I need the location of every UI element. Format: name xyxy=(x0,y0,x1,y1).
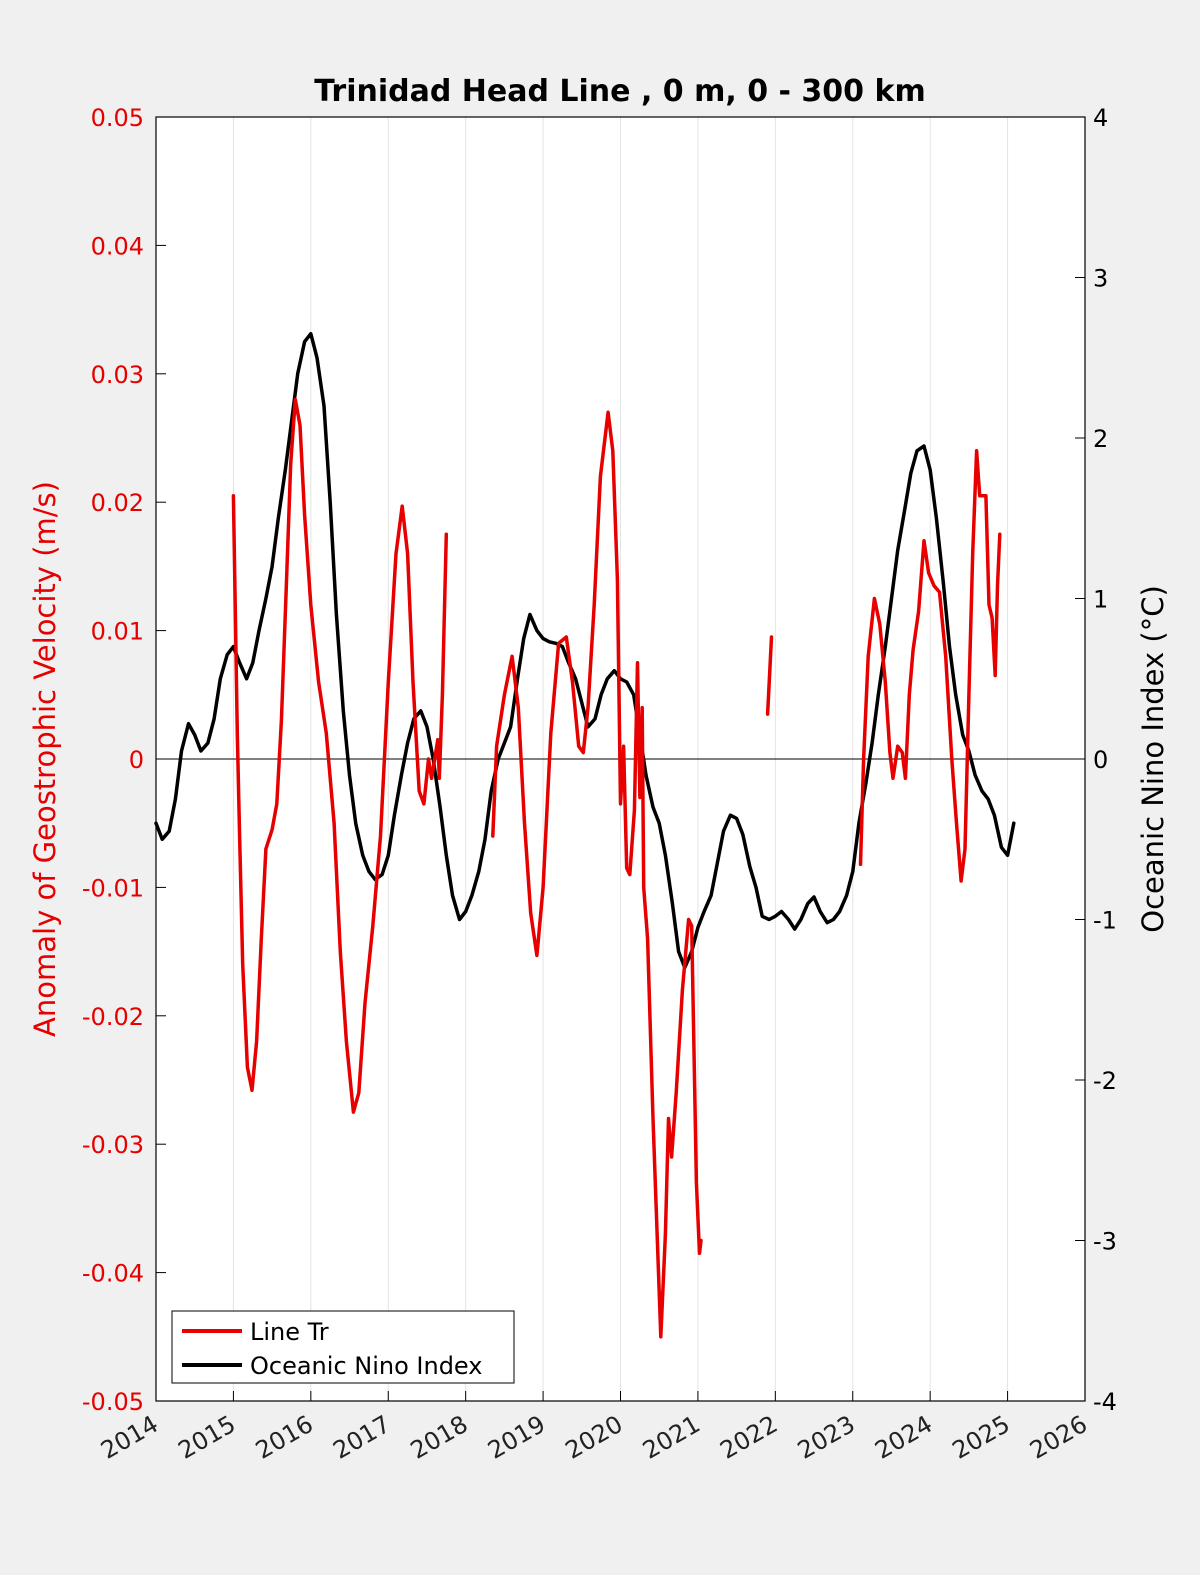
right-y-axis: 4 3 2 1 0 -1 -2 -3 -4 xyxy=(1075,104,1117,1416)
right-y-tick-label: -1 xyxy=(1093,907,1117,935)
right-y-tick-label: 3 xyxy=(1093,265,1108,293)
left-y-tick-label: 0.04 xyxy=(91,232,144,260)
x-tick-label: 2023 xyxy=(793,1410,860,1465)
right-y-tick-label: -3 xyxy=(1093,1228,1117,1256)
series-line-tr-segment-2 xyxy=(765,635,774,716)
legend-label-line-tr: Line Tr xyxy=(250,1318,329,1346)
left-y-tick-label: 0.02 xyxy=(91,489,144,517)
left-y-tick-label: 0.03 xyxy=(91,361,144,389)
right-y-tick-label: 1 xyxy=(1093,586,1108,614)
right-y-axis-label: Oceanic Nino Index (°C) xyxy=(1136,585,1170,933)
left-y-axis-label: Anomaly of Geostrophic Velocity (m/s) xyxy=(28,481,62,1037)
chart-title: Trinidad Head Line , 0 m, 0 - 300 km xyxy=(314,74,925,109)
x-tick-label: 2026 xyxy=(1025,1410,1092,1465)
x-tick-label: 2021 xyxy=(638,1410,705,1465)
right-y-tick-label: -4 xyxy=(1093,1388,1117,1416)
right-y-tick-label: -2 xyxy=(1093,1067,1117,1095)
left-y-tick-label: -0.03 xyxy=(82,1131,144,1159)
left-y-tick-label: -0.02 xyxy=(82,1003,144,1031)
left-y-tick-label: -0.05 xyxy=(82,1388,144,1416)
x-tick-label: 2018 xyxy=(406,1410,473,1465)
x-tick-label: 2022 xyxy=(715,1410,782,1465)
x-tick-label: 2020 xyxy=(561,1410,628,1465)
series-line-tr-segment-0 xyxy=(231,397,449,1114)
legend-box xyxy=(171,1310,515,1384)
left-y-tick-label: 0 xyxy=(129,746,144,774)
right-y-tick-label: 0 xyxy=(1093,746,1108,774)
legend-label-oni: Oceanic Nino Index xyxy=(250,1352,482,1380)
series-line-tr-segment-1 xyxy=(491,410,703,1339)
x-tick-label: 2014 xyxy=(96,1410,163,1465)
series-group xyxy=(154,331,1016,1339)
x-axis: 2014 2015 2016 2017 2018 2019 2020 2021 2022 2023… xyxy=(96,1391,1092,1465)
series-line-tr-segment-3 xyxy=(858,449,1002,883)
x-tick-label: 2025 xyxy=(948,1410,1015,1465)
x-tick-label: 2016 xyxy=(251,1410,318,1465)
x-tick-label: 2024 xyxy=(870,1410,937,1465)
x-tick-label: 2015 xyxy=(174,1410,241,1465)
x-tick-label: 2019 xyxy=(483,1410,550,1465)
right-y-tick-label: 2 xyxy=(1093,425,1108,453)
left-y-tick-label: 0.01 xyxy=(91,618,144,646)
right-y-tick-label: 4 xyxy=(1093,104,1108,132)
left-y-axis: 0.05 0.04 0.03 0.02 0.01 0 -0.01 -0.02 -0.03 -0.0… xyxy=(82,104,166,1416)
left-y-tick-label: -0.01 xyxy=(82,874,144,902)
x-tick-label: 2017 xyxy=(328,1410,395,1465)
left-y-tick-label: -0.04 xyxy=(82,1260,144,1288)
legend: Line Tr Oceanic Nino Index xyxy=(171,1310,515,1384)
left-y-tick-label: 0.05 xyxy=(91,104,144,132)
series-oni-segment-0 xyxy=(154,331,1016,970)
